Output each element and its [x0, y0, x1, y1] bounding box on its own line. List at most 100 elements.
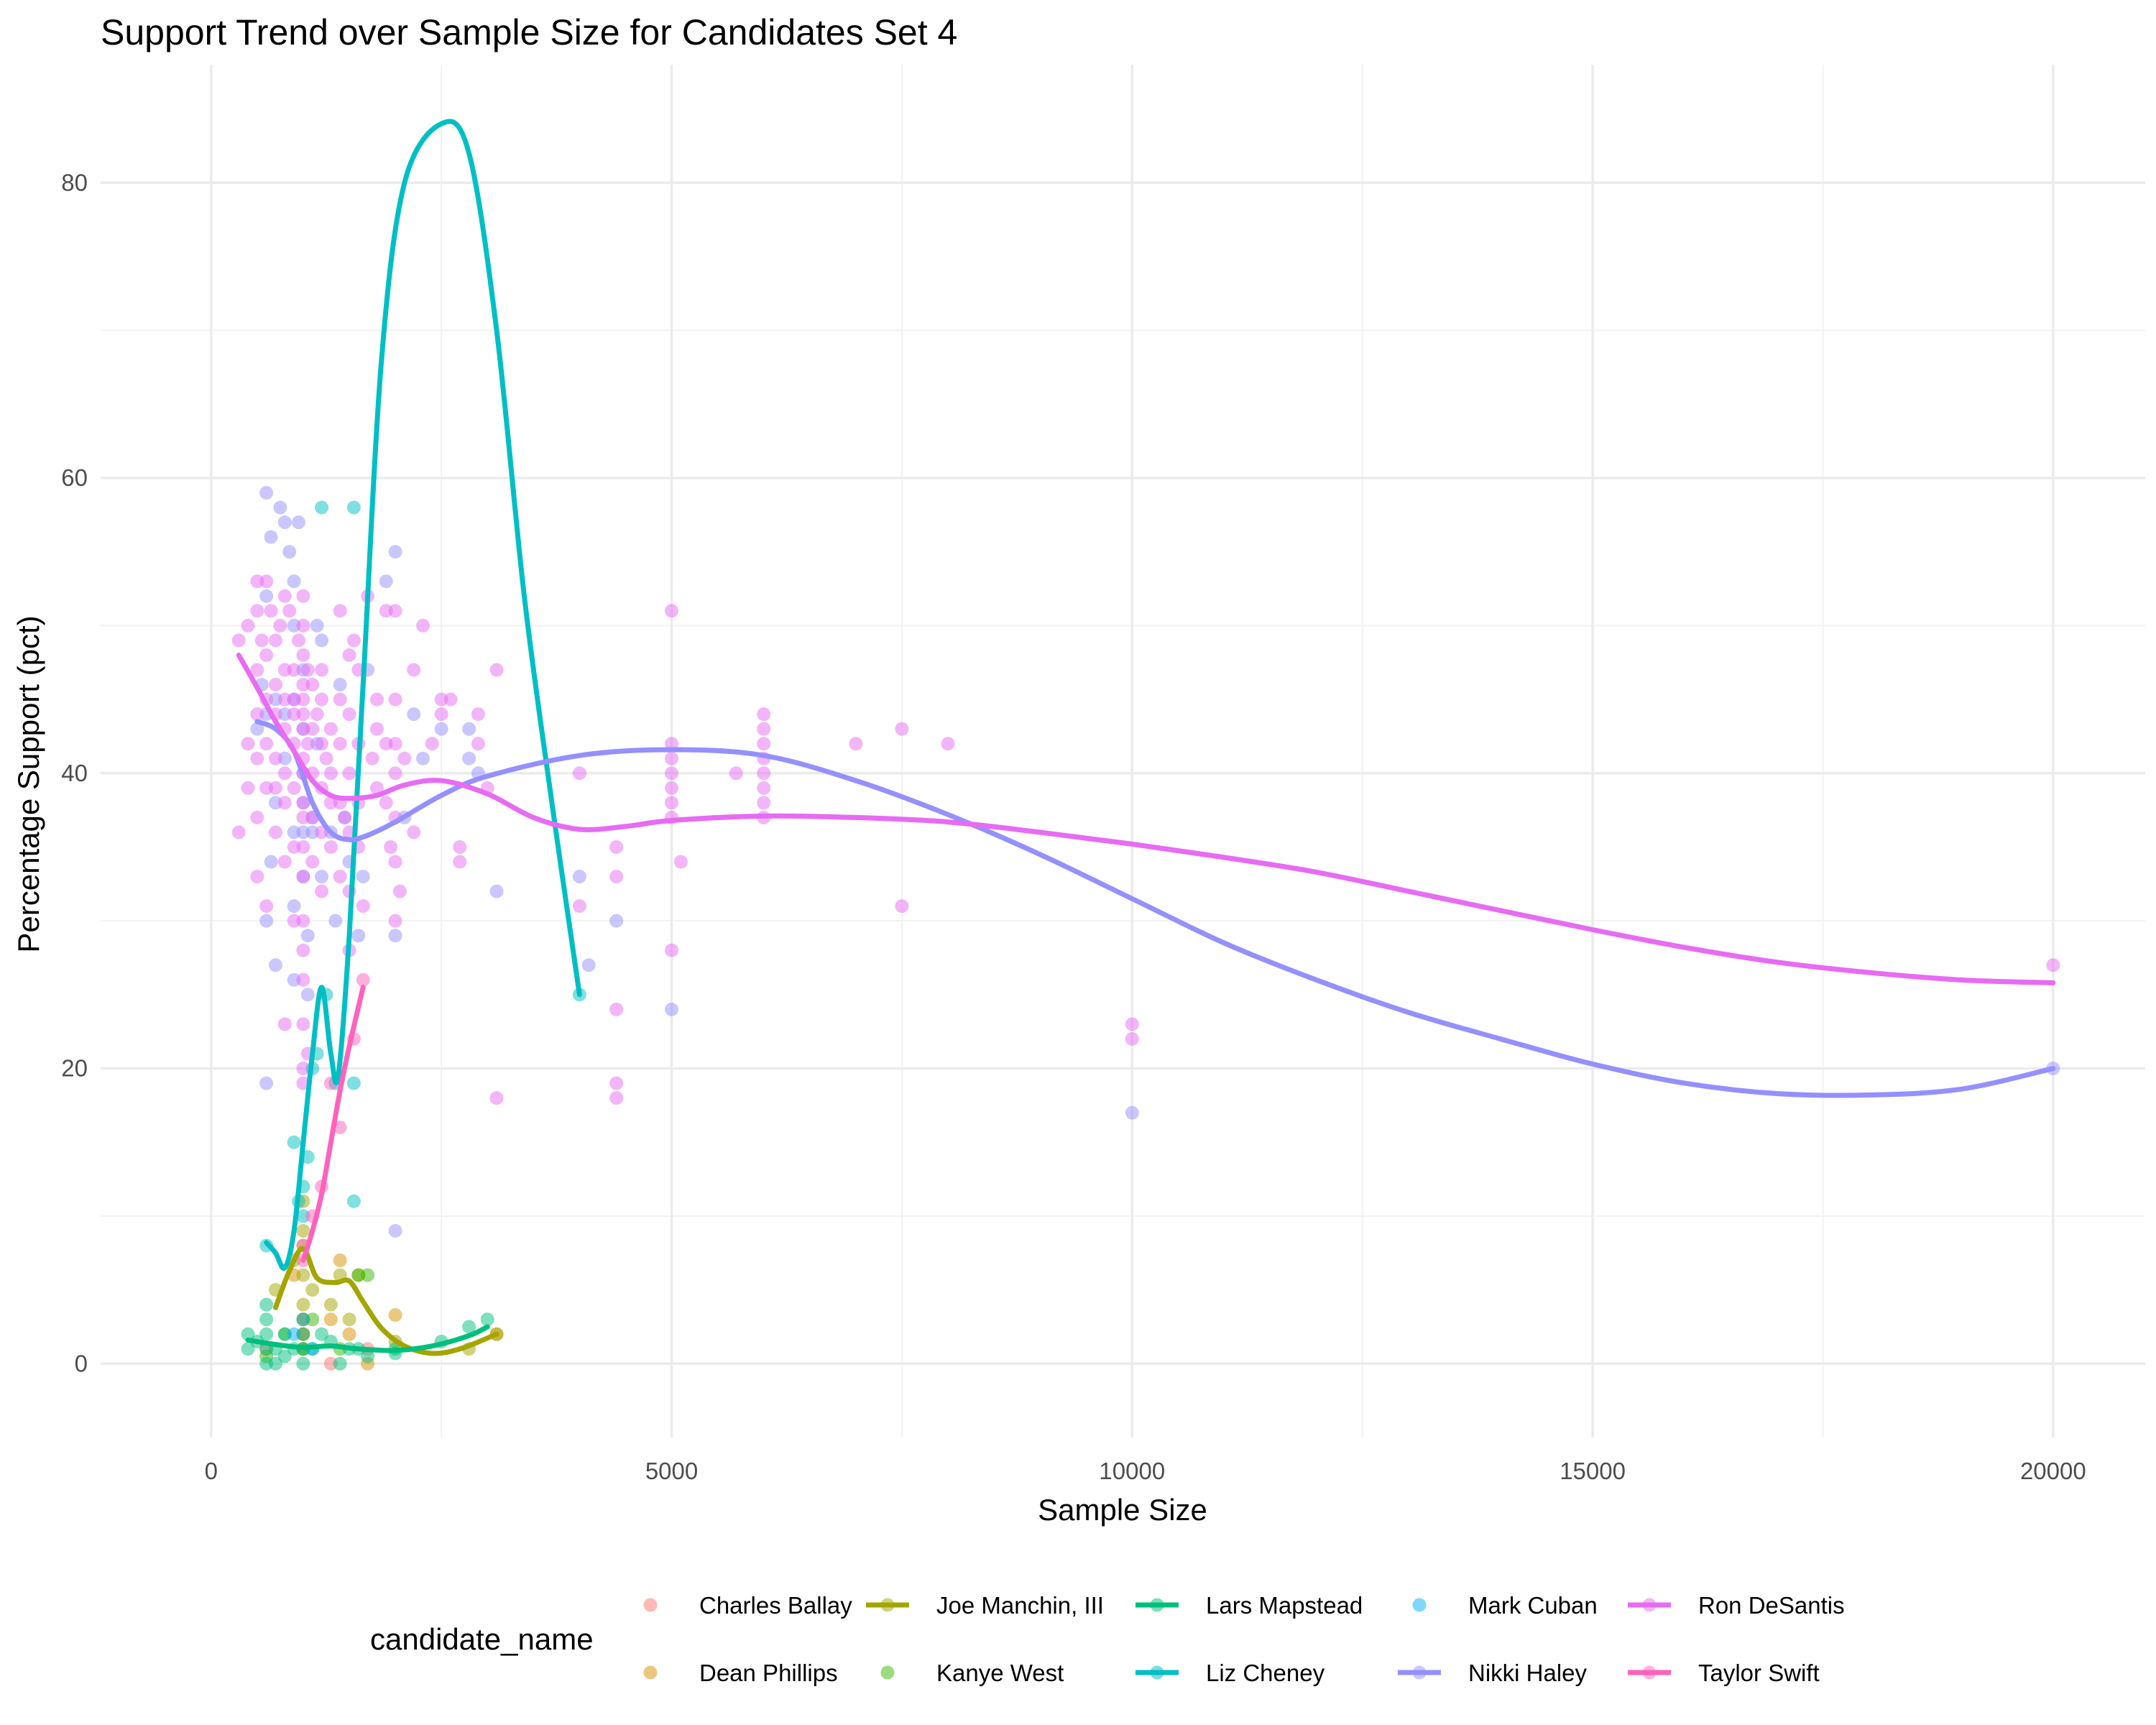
point-nikki-haley — [351, 929, 366, 943]
point-ron-desantis — [268, 781, 282, 795]
point-nikki-haley — [277, 515, 292, 530]
legend-label: Ron DeSantis — [1698, 1592, 1845, 1619]
point-taylor-swift — [356, 972, 370, 987]
point-ron-desantis — [277, 796, 292, 810]
point-nikki-haley — [315, 870, 329, 884]
point-nikki-haley — [356, 870, 370, 884]
point-ron-desantis — [296, 589, 310, 603]
legend-key-point — [880, 1665, 895, 1680]
point-ron-desantis — [250, 870, 264, 884]
point-ron-desantis — [287, 663, 301, 677]
point-nikki-haley — [287, 899, 301, 914]
point-ron-desantis — [369, 781, 384, 795]
point-ron-desantis — [453, 840, 467, 854]
point-ron-desantis — [434, 707, 448, 722]
point-nikki-haley — [665, 1002, 679, 1016]
point-ron-desantis — [757, 781, 771, 795]
legend-item-lars-mapstead: Lars Mapstead — [1135, 1592, 1363, 1619]
point-ron-desantis — [665, 766, 679, 781]
point-ron-desantis — [268, 751, 282, 765]
point-ron-desantis — [277, 589, 292, 603]
point-ron-desantis — [250, 707, 264, 722]
legend-label: Mark Cuban — [1468, 1592, 1598, 1619]
point-nikki-haley — [489, 884, 504, 898]
point-ron-desantis — [1125, 1031, 1139, 1046]
point-ron-desantis — [443, 692, 458, 707]
point-ron-desantis — [489, 663, 504, 677]
point-ron-desantis — [369, 722, 384, 736]
legend-label: Lars Mapstead — [1206, 1592, 1363, 1619]
x-tick-labels: 0 5000 10000 15000 20000 — [205, 1458, 2086, 1484]
point-dean-phillips — [388, 1308, 402, 1322]
grid-minor — [101, 65, 2145, 1438]
point-ron-desantis — [342, 707, 356, 722]
point-ron-desantis — [425, 737, 439, 751]
y-tick-label: 80 — [61, 169, 88, 196]
point-lars-mapstead — [361, 1349, 375, 1363]
point-ron-desantis — [757, 796, 771, 810]
grid-major — [101, 65, 2145, 1438]
point-ron-desantis — [665, 604, 679, 618]
point-nikki-haley — [287, 574, 301, 589]
legend-item-charles-ballay: Charles Ballay — [643, 1592, 852, 1619]
point-ron-desantis — [757, 722, 771, 736]
point-nikki-haley — [282, 545, 297, 559]
point-ron-desantis — [356, 899, 370, 914]
x-tick-label: 0 — [205, 1458, 218, 1484]
point-liz-cheney — [346, 500, 361, 515]
x-tick-label: 10000 — [1099, 1458, 1165, 1484]
x-tick-label: 15000 — [1560, 1458, 1626, 1484]
point-nikki-haley — [300, 929, 315, 943]
point-lars-mapstead — [259, 1312, 274, 1327]
point-ron-desantis — [333, 692, 347, 707]
point-nikki-haley — [462, 751, 476, 765]
trend-line-joe-manchin-iii — [272, 1246, 499, 1356]
point-liz-cheney — [346, 1194, 361, 1208]
point-nikki-haley — [300, 988, 315, 1002]
trend-lines — [236, 119, 2056, 1356]
point-ron-desantis — [250, 604, 264, 618]
point-ron-desantis — [250, 663, 264, 677]
point-ron-desantis — [296, 648, 310, 663]
point-ron-desantis — [296, 796, 310, 810]
point-ron-desantis — [572, 899, 586, 914]
point-ron-desantis — [310, 707, 324, 722]
point-nikki-haley — [379, 574, 393, 589]
point-ron-desantis — [305, 678, 320, 692]
point-ron-desantis — [259, 899, 274, 914]
point-ron-desantis — [333, 870, 347, 884]
legend-label: Nikki Haley — [1468, 1660, 1588, 1686]
point-lars-mapstead — [259, 1327, 274, 1341]
point-nikki-haley — [572, 870, 586, 884]
point-lars-mapstead — [277, 1349, 292, 1363]
point-dean-phillips — [333, 1254, 347, 1268]
point-nikki-haley — [333, 678, 347, 692]
point-dean-phillips — [323, 1312, 338, 1327]
legend-key-point — [1150, 1598, 1164, 1612]
point-ron-desantis — [296, 1062, 310, 1076]
point-ron-desantis — [609, 840, 624, 854]
point-ron-desantis — [388, 604, 402, 618]
point-ron-desantis — [757, 766, 771, 781]
point-ron-desantis — [268, 633, 282, 648]
point-ron-desantis — [300, 737, 315, 751]
legend-item-joe-manchin-iii: Joe Manchin, III — [866, 1592, 1104, 1619]
point-ron-desantis — [471, 707, 485, 722]
point-ron-desantis — [342, 648, 356, 663]
point-lars-mapstead — [462, 1320, 476, 1334]
point-joe-manchin-iii — [305, 1283, 320, 1297]
point-nikki-haley — [609, 914, 624, 928]
point-joe-manchin-iii — [323, 1297, 338, 1312]
point-nikki-haley — [1125, 1105, 1139, 1120]
y-axis-title: Percentage Support (pct) — [11, 615, 45, 952]
point-ron-desantis — [346, 633, 361, 648]
point-ron-desantis — [609, 870, 624, 884]
point-liz-cheney — [287, 1135, 301, 1149]
point-ron-desantis — [282, 604, 297, 618]
y-tick-label: 0 — [75, 1350, 88, 1376]
trend-line-ron-desantis — [236, 653, 2056, 985]
point-ron-desantis — [729, 766, 743, 781]
point-ron-desantis — [338, 810, 352, 824]
point-mark-cuban — [287, 1327, 301, 1341]
